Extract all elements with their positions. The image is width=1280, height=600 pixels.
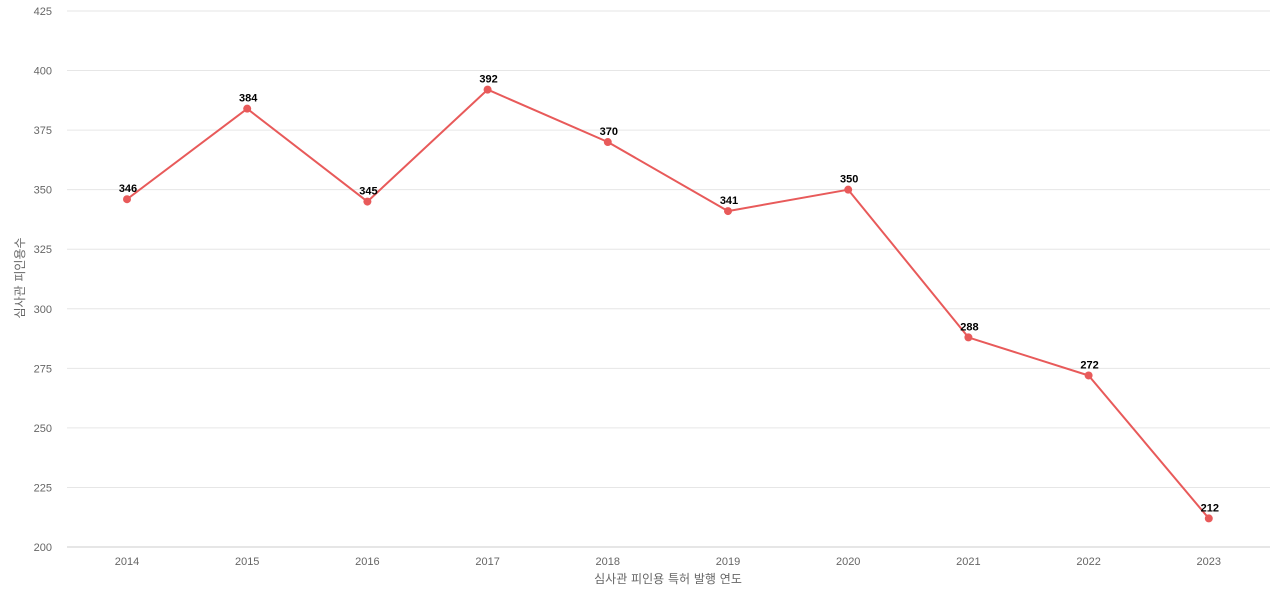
x-tick-label: 2023 — [1197, 556, 1221, 568]
data-point[interactable] — [483, 85, 492, 94]
data-labels: 346 384 345 392 370 341 350 288 272 212 — [119, 74, 1219, 515]
x-axis-title: 심사관 피인용 특허 발행 연도 — [594, 571, 742, 586]
data-point[interactable] — [123, 195, 131, 204]
x-tick-label: 2020 — [836, 556, 860, 568]
data-label: 384 — [239, 93, 258, 105]
x-tick-label: 2018 — [596, 556, 620, 568]
y-tick-label: 275 — [34, 363, 52, 375]
x-tick-label: 2015 — [235, 556, 259, 568]
y-axis-title: 심사관 피인용수 — [13, 237, 27, 318]
y-tick-label: 200 — [34, 542, 52, 554]
data-label: 272 — [1080, 359, 1098, 371]
x-tick-label: 2019 — [716, 556, 740, 568]
series-group — [123, 85, 1213, 523]
data-point[interactable] — [1084, 371, 1093, 380]
series-line — [126, 88, 1210, 520]
y-tick-label: 400 — [34, 66, 52, 78]
data-point[interactable] — [844, 185, 853, 194]
data-label: 350 — [840, 174, 858, 186]
x-tick-label: 2021 — [956, 556, 980, 568]
data-label: 370 — [600, 126, 618, 138]
data-label: 341 — [720, 195, 738, 207]
data-point[interactable] — [724, 207, 732, 216]
y-tick-label: 225 — [34, 482, 52, 494]
grid-lines — [67, 10, 1270, 548]
data-label: 288 — [960, 321, 978, 333]
y-tick-label: 300 — [34, 304, 52, 316]
data-point[interactable] — [243, 104, 252, 113]
x-tick-label: 2014 — [115, 556, 139, 568]
y-tick-label: 375 — [34, 125, 52, 137]
data-label: 345 — [359, 186, 377, 198]
data-point[interactable] — [603, 138, 612, 147]
y-tick-label: 350 — [34, 185, 52, 197]
x-tick-label: 2017 — [475, 556, 499, 568]
y-axis-ticks: 200 225 250 275 300 325 350 375 400 425 — [34, 6, 52, 554]
data-label: 346 — [119, 183, 137, 195]
data-point[interactable] — [363, 197, 372, 206]
data-point[interactable] — [1204, 514, 1213, 523]
x-tick-label: 2022 — [1076, 556, 1100, 568]
x-axis-ticks: 2014 2015 2016 2017 2018 2019 2020 2021 2022 2023 — [115, 556, 1221, 568]
data-point[interactable] — [964, 333, 973, 342]
y-tick-label: 425 — [34, 6, 52, 18]
data-label: 392 — [479, 74, 497, 86]
x-tick-label: 2016 — [355, 556, 379, 568]
y-tick-label: 325 — [34, 244, 52, 256]
y-tick-label: 250 — [34, 423, 52, 435]
data-label: 212 — [1201, 502, 1219, 514]
